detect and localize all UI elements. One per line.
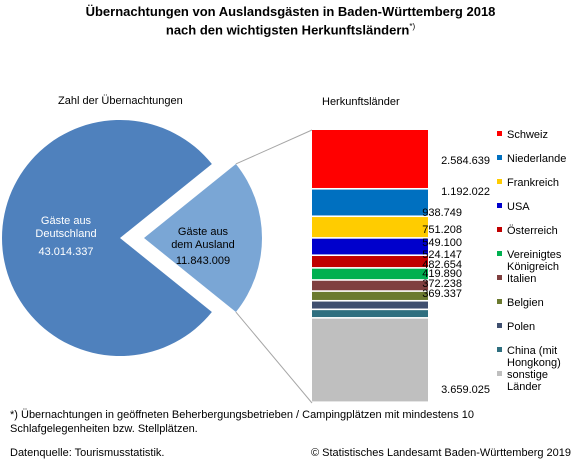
pie-slice-ausland [144, 163, 262, 313]
legend-label-polen: Polen [507, 321, 535, 333]
legend-label-schweiz: Schweiz [507, 129, 548, 141]
connector-line-bottom [235, 311, 313, 404]
legend-swatch-usa [497, 203, 502, 208]
bar-value-belgien: 419.890 [422, 268, 462, 280]
bar-value-usa: 751.208 [422, 224, 462, 236]
chart-title: Übernachtungen von Auslandsgästen in Bad… [0, 4, 581, 37]
pie-value-deutschland: 43.014.337 [38, 246, 93, 258]
pie-label-ausland: dem Ausland [171, 239, 235, 251]
bar-value-china-mit-hongkong-: 369.337 [422, 288, 462, 300]
pie-label-deutschland: Gäste aus [41, 215, 92, 227]
bar-heading: Herkunftsländer [322, 96, 400, 108]
bar-segment-österreich [312, 256, 428, 268]
legend-label-china-mit-hongkong-: Hongkong) [507, 357, 561, 369]
bar-value-niederlande: 1.192.022 [441, 186, 490, 198]
pie-slice-deutschland [2, 120, 212, 357]
copyright: © Statistisches Landesamt Baden-Württemb… [310, 447, 571, 459]
bar-segment-sonstige-länder [312, 318, 428, 402]
legend-swatch-niederlande [497, 155, 502, 160]
bar-segment-belgien [312, 291, 428, 300]
legend-label-niederlande: Niederlande [507, 153, 566, 165]
bar-segment-usa [312, 238, 428, 255]
pie-heading: Zahl der Übernachtungen [58, 95, 183, 107]
footnote: *) Übernachtungen in geöffneten Beherber… [10, 409, 474, 435]
bar-segment-vereinigtes-königreich [312, 268, 428, 280]
legend-label-usa: USA [507, 201, 530, 213]
bar-value-frankreich: 938.749 [422, 207, 462, 219]
bar-segment-italien [312, 280, 428, 291]
legend-swatch-china-mit-hongkong- [497, 347, 502, 352]
legend-label-china-mit-hongkong-: China (mit [507, 345, 557, 357]
bar-value-österreich: 549.100 [422, 237, 462, 249]
legend-label-österreich: Österreich [507, 225, 558, 237]
legend-swatch-polen [497, 323, 502, 328]
legend-label-frankreich: Frankreich [507, 177, 559, 189]
legend-label-vereinigtes-königreich: Vereinigtes [507, 249, 562, 261]
bar-value-vereinigtes-königreich: 524.147 [422, 249, 462, 261]
pie-label-ausland: Gäste aus [178, 226, 229, 238]
legend-swatch-vereinigtes-königreich [497, 251, 502, 256]
legend-swatch-belgien [497, 299, 502, 304]
chart-title-line2-wrap: nach den wichtigsten Herkunftsländern*) [0, 19, 581, 37]
connector-line-top [235, 129, 313, 165]
bar-value-italien: 482.654 [422, 259, 462, 271]
title-footnote-marker: *) [409, 22, 416, 31]
chart-title-line1: Übernachtungen von Auslandsgästen in Bad… [85, 4, 496, 19]
bar-value-sonstige-länder: 3.659.025 [441, 384, 490, 396]
bar-segment-niederlande [312, 189, 428, 216]
bar-value-polen: 372.238 [422, 278, 462, 290]
bar-segment-schweiz [312, 130, 428, 188]
legend-label-sonstige-länder: sonstige [507, 369, 548, 381]
legend-label-italien: Italien [507, 273, 536, 285]
legend-label-belgien: Belgien [507, 297, 544, 309]
chart-title-line2: nach den wichtigsten Herkunftsländern [165, 22, 410, 38]
bar-segment-frankreich [312, 217, 428, 238]
data-source: Datenquelle: Tourismusstatistik. [10, 447, 165, 459]
legend-swatch-sonstige-länder [497, 371, 502, 376]
bar-segment-china-mit-hongkong- [312, 310, 428, 318]
legend-label-vereinigtes-königreich: Königreich [507, 261, 559, 273]
bar-value-schweiz: 2.584.639 [441, 155, 490, 167]
legend-label-sonstige-länder: Länder [507, 381, 542, 393]
pie-value-ausland: 11.843.009 [176, 255, 230, 267]
pie-label-deutschland: Deutschland [35, 228, 96, 240]
bar-segment-polen [312, 301, 428, 309]
legend-swatch-italien [497, 275, 502, 280]
legend-swatch-schweiz [497, 131, 502, 136]
legend-swatch-österreich [497, 227, 502, 232]
legend-swatch-frankreich [497, 179, 502, 184]
